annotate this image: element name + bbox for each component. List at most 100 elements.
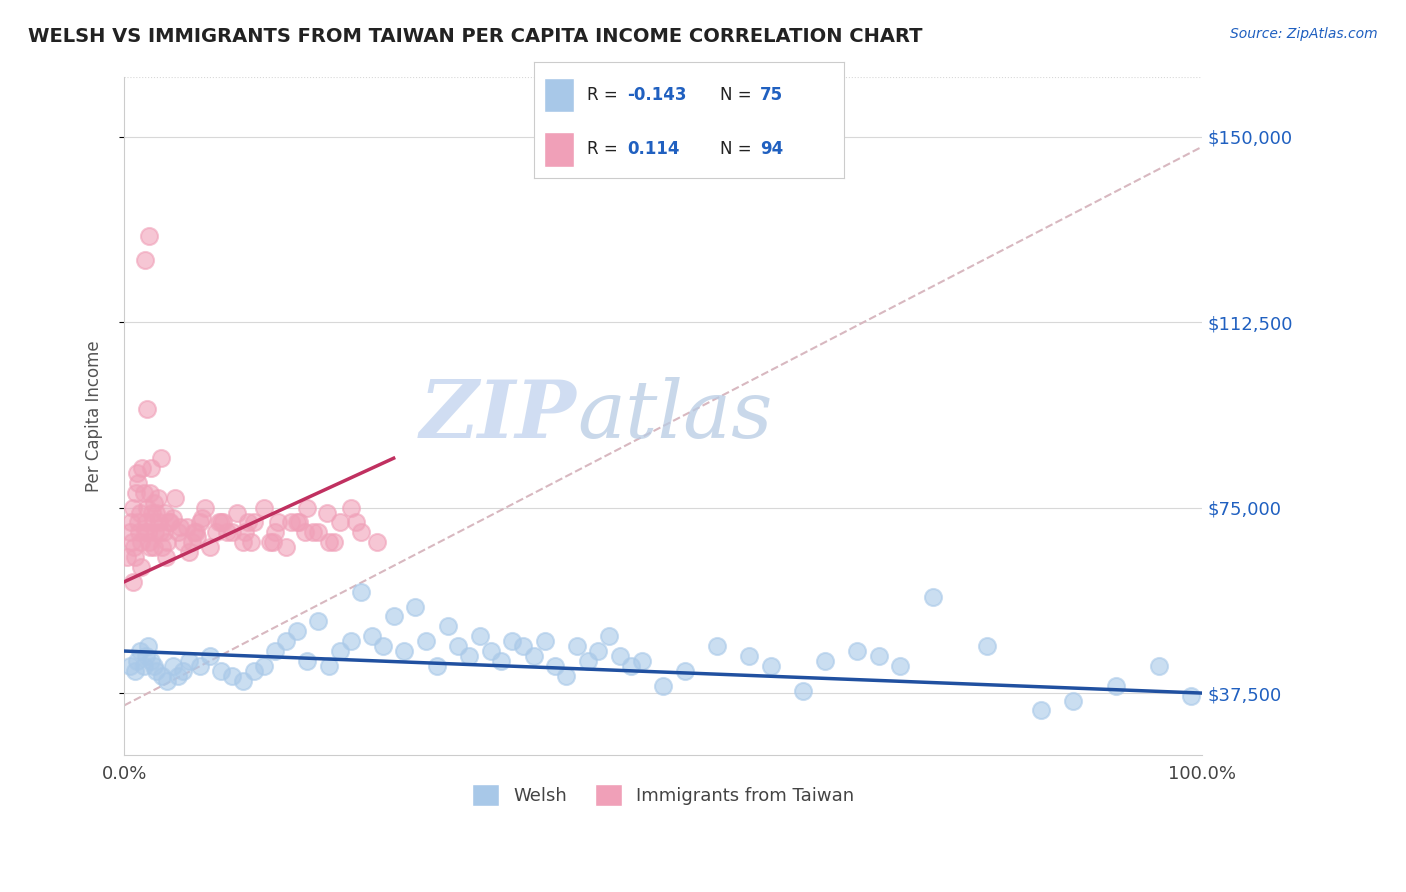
Point — [134, 253, 156, 268]
Point — [163, 491, 186, 505]
Point — [145, 664, 167, 678]
Point — [149, 451, 172, 466]
Point — [188, 516, 211, 530]
Point — [120, 516, 142, 530]
Point — [371, 639, 394, 653]
Text: Source: ZipAtlas.com: Source: ZipAtlas.com — [1230, 27, 1378, 41]
Text: -0.143: -0.143 — [627, 86, 686, 103]
Point — [172, 664, 194, 678]
Point — [139, 654, 162, 668]
Point — [221, 525, 243, 540]
Point — [523, 648, 546, 663]
Point — [415, 634, 437, 648]
Point — [479, 644, 502, 658]
Point — [259, 535, 281, 549]
Point — [344, 516, 367, 530]
Point — [122, 540, 145, 554]
Point — [141, 506, 163, 520]
Text: N =: N = — [720, 140, 756, 159]
Point — [468, 629, 491, 643]
Point — [155, 550, 177, 565]
Point — [129, 644, 152, 658]
Point — [146, 491, 169, 505]
Point — [208, 516, 231, 530]
Point — [135, 648, 157, 663]
Point — [630, 654, 652, 668]
Point — [242, 664, 264, 678]
Point — [1029, 703, 1052, 717]
Y-axis label: Per Capita Income: Per Capita Income — [86, 341, 103, 492]
Text: 0.114: 0.114 — [627, 140, 679, 159]
Point — [738, 648, 761, 663]
Point — [267, 516, 290, 530]
Point — [1180, 689, 1202, 703]
Point — [145, 525, 167, 540]
Point — [138, 228, 160, 243]
Point — [323, 535, 346, 549]
Point — [150, 669, 173, 683]
Point — [209, 664, 232, 678]
Point — [176, 520, 198, 534]
Point — [194, 500, 217, 515]
Point — [186, 525, 208, 540]
Point — [759, 659, 782, 673]
Point — [139, 461, 162, 475]
Point — [274, 634, 297, 648]
Point — [183, 525, 205, 540]
Point — [162, 510, 184, 524]
Point — [226, 506, 249, 520]
Point — [339, 500, 361, 515]
Point — [501, 634, 523, 648]
Point — [297, 654, 319, 668]
Point — [135, 500, 157, 515]
Point — [186, 530, 208, 544]
Point — [555, 669, 578, 683]
Point — [329, 516, 352, 530]
Point — [150, 540, 173, 554]
Point — [136, 525, 159, 540]
Point — [274, 540, 297, 554]
Point — [318, 535, 340, 549]
Point — [576, 654, 599, 668]
Point — [143, 659, 166, 673]
Point — [157, 516, 180, 530]
Point — [236, 516, 259, 530]
Point — [350, 525, 373, 540]
Legend: Welsh, Immigrants from Taiwan: Welsh, Immigrants from Taiwan — [465, 777, 862, 814]
Point — [262, 535, 284, 549]
Point — [846, 644, 869, 658]
Point — [148, 516, 170, 530]
Point — [280, 516, 302, 530]
Point — [127, 475, 149, 490]
Point — [253, 500, 276, 515]
Point — [366, 535, 388, 549]
Point — [792, 683, 814, 698]
Point — [233, 525, 256, 540]
Point — [447, 639, 470, 653]
Point — [215, 525, 238, 540]
Point — [240, 535, 263, 549]
Point — [149, 525, 172, 540]
Point — [121, 535, 143, 549]
FancyBboxPatch shape — [544, 132, 575, 167]
Point — [156, 673, 179, 688]
Point — [200, 540, 222, 554]
Point — [204, 525, 226, 540]
Point — [221, 669, 243, 683]
Point — [1147, 659, 1170, 673]
Point — [404, 599, 426, 614]
Point — [533, 634, 555, 648]
Point — [188, 659, 211, 673]
Point — [242, 516, 264, 530]
Point — [125, 485, 148, 500]
Point — [139, 485, 162, 500]
Point — [394, 644, 416, 658]
Point — [426, 659, 449, 673]
Point — [285, 624, 308, 639]
Point — [190, 510, 212, 524]
Point — [167, 669, 190, 683]
Point — [145, 506, 167, 520]
Point — [143, 496, 166, 510]
Point — [350, 584, 373, 599]
Point — [436, 619, 458, 633]
